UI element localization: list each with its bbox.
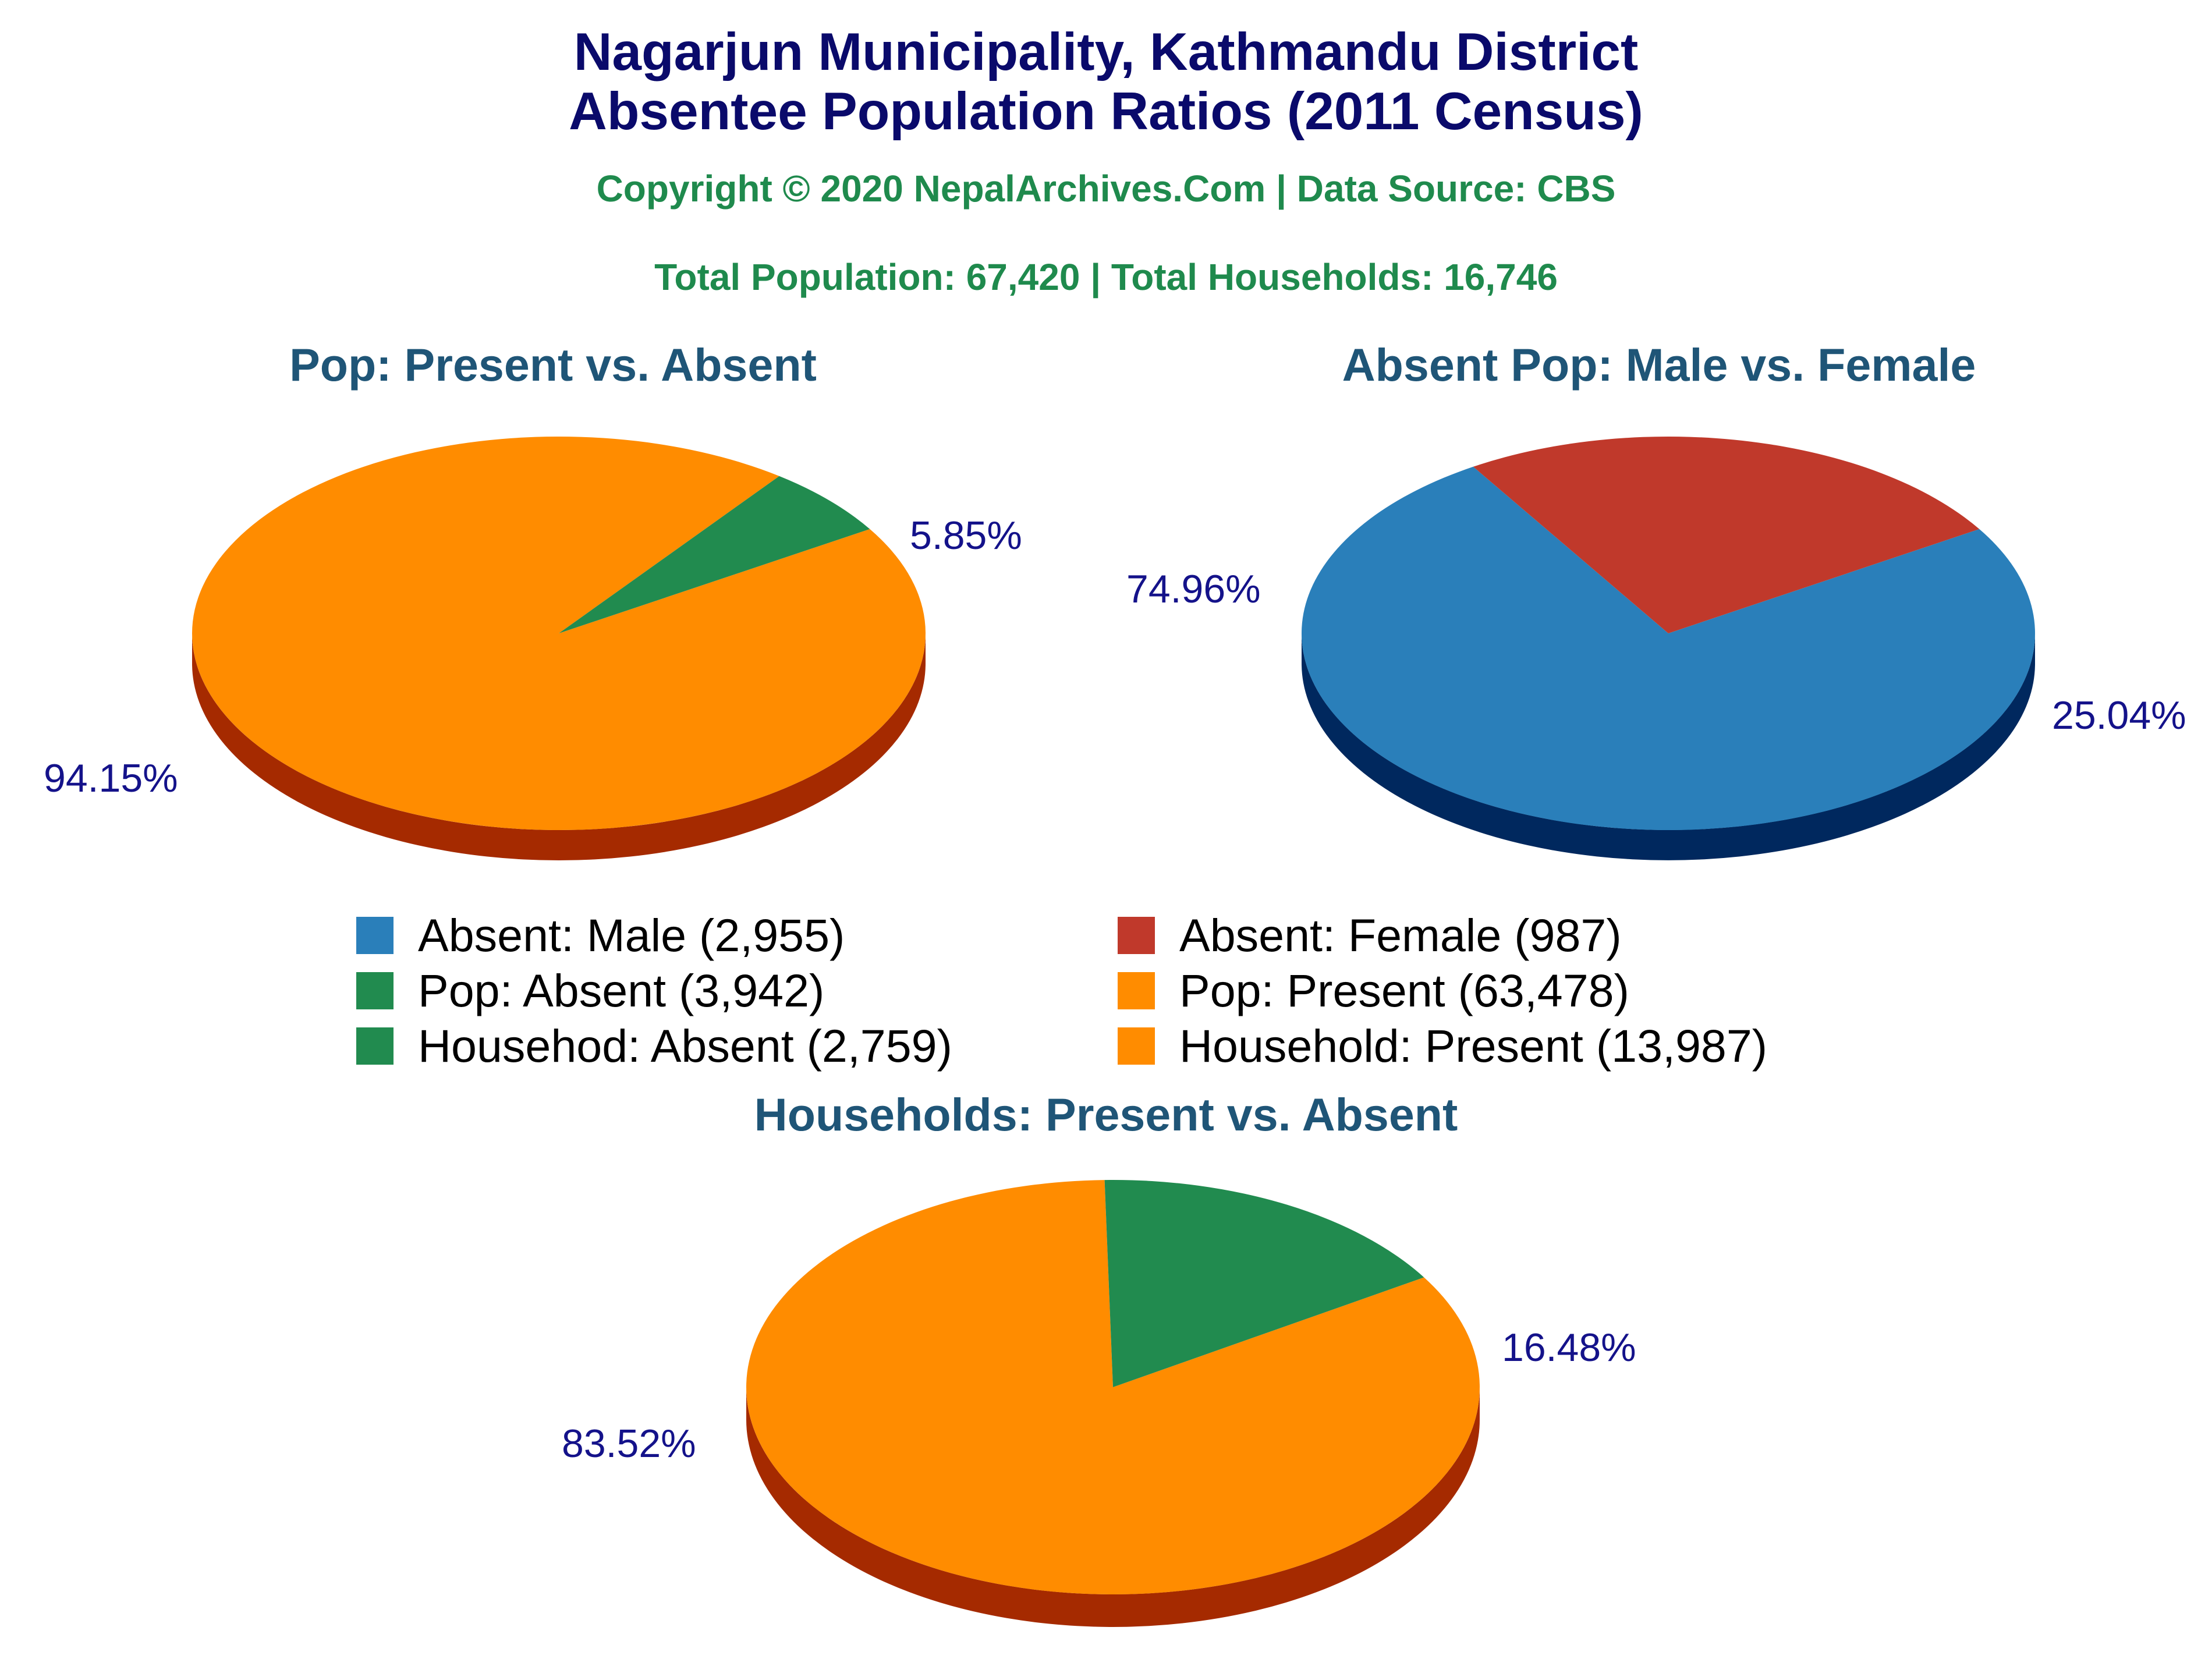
legend-label: Househod: Absent (2,759) bbox=[418, 1020, 952, 1072]
legend-item-pop-present: Pop: Present (63,478) bbox=[1118, 965, 1629, 1017]
legend-label: Absent: Female (987) bbox=[1179, 909, 1622, 961]
legend-label: Household: Present (13,987) bbox=[1179, 1020, 1768, 1072]
legend-swatch bbox=[356, 972, 394, 1009]
legend-label: Pop: Absent (3,942) bbox=[418, 965, 825, 1016]
pie-title-absent-gender: Absent Pop: Male vs. Female bbox=[1342, 339, 1976, 391]
pie-title-households: Households: Present vs. Absent bbox=[754, 1089, 1458, 1140]
pie-slice-household-absent bbox=[1104, 1180, 1424, 1387]
pie-slice-absent-male bbox=[1302, 466, 2035, 831]
legend-item-household-absent: Househod: Absent (2,759) bbox=[356, 1020, 952, 1072]
legend-item-pop-absent: Pop: Absent (3,942) bbox=[356, 965, 824, 1017]
pie-label-pop-absent: 5.85% bbox=[910, 513, 1022, 558]
chart-title-line2: Absentee Population Ratios (2011 Census) bbox=[569, 82, 1643, 141]
chart-title-line1: Nagarjun Municipality, Kathmandu Distric… bbox=[573, 23, 1639, 81]
pie-label-female: 25.04% bbox=[2052, 693, 2186, 738]
legend-item-absent-male: Absent: Male (2,955) bbox=[356, 909, 845, 962]
legend-swatch bbox=[1118, 1027, 1155, 1065]
legend-item-household-present: Household: Present (13,987) bbox=[1118, 1020, 1767, 1072]
legend-item-absent-female: Absent: Female (987) bbox=[1118, 909, 1622, 962]
pie-title-population: Pop: Present vs. Absent bbox=[289, 339, 817, 391]
copyright-text: Copyright © 2020 NepalArchives.Com | Dat… bbox=[596, 168, 1616, 210]
legend-swatch bbox=[356, 1027, 394, 1065]
pie-slice-pop-absent bbox=[559, 476, 870, 633]
pie-label-male: 74.96% bbox=[1126, 567, 1261, 611]
pie-slice-absent-female bbox=[1473, 437, 1980, 633]
legend-swatch bbox=[1118, 917, 1155, 954]
pie-label-household-absent: 16.48% bbox=[1502, 1325, 1636, 1370]
pie-label-household-present: 83.52% bbox=[562, 1422, 696, 1466]
totals-text: Total Population: 67,420 | Total Househo… bbox=[654, 256, 1558, 298]
pie-side-household-present bbox=[746, 1387, 1480, 1627]
pie-label-pop-present: 94.15% bbox=[44, 756, 178, 800]
legend-swatch bbox=[356, 917, 394, 954]
legend-label: Absent: Male (2,955) bbox=[418, 909, 845, 961]
legend-swatch bbox=[1118, 972, 1155, 1009]
pie-slice-household-present bbox=[746, 1180, 1480, 1594]
legend-label: Pop: Present (63,478) bbox=[1179, 965, 1629, 1016]
